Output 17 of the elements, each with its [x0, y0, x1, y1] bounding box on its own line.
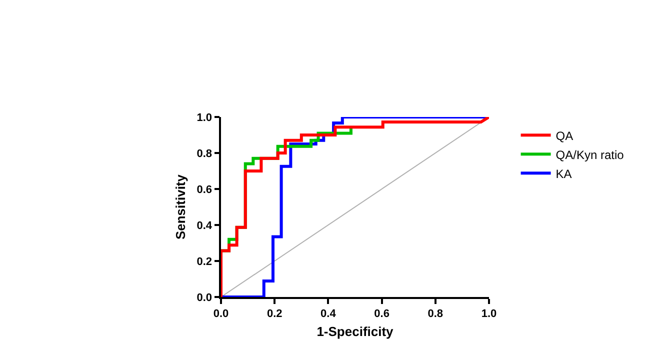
y-tick-label: 0.0: [196, 292, 212, 304]
x-tick-label: 0.2: [266, 308, 282, 320]
x-tick-label: 0.6: [374, 308, 390, 320]
y-tick-label: 1.0: [196, 112, 212, 124]
legend-label: KA: [556, 166, 572, 181]
x-tick-label: 1.0: [481, 308, 497, 320]
x-tick-label: 0.8: [428, 308, 444, 320]
y-tick-label: 0.2: [196, 256, 212, 268]
y-tick-label: 0.8: [196, 148, 212, 160]
y-tick-label: 0.4: [196, 220, 213, 232]
legend-label: QA: [556, 128, 574, 143]
y-tick-label: 0.6: [196, 184, 212, 196]
x-tick-label: 0.4: [320, 308, 337, 320]
x-axis-title: 1-Specificity: [316, 324, 394, 340]
legend-label: QA/Kyn ratio: [556, 148, 624, 162]
x-tick-label: 0.0: [213, 308, 229, 320]
y-axis-title: Sensitivity: [173, 174, 188, 240]
